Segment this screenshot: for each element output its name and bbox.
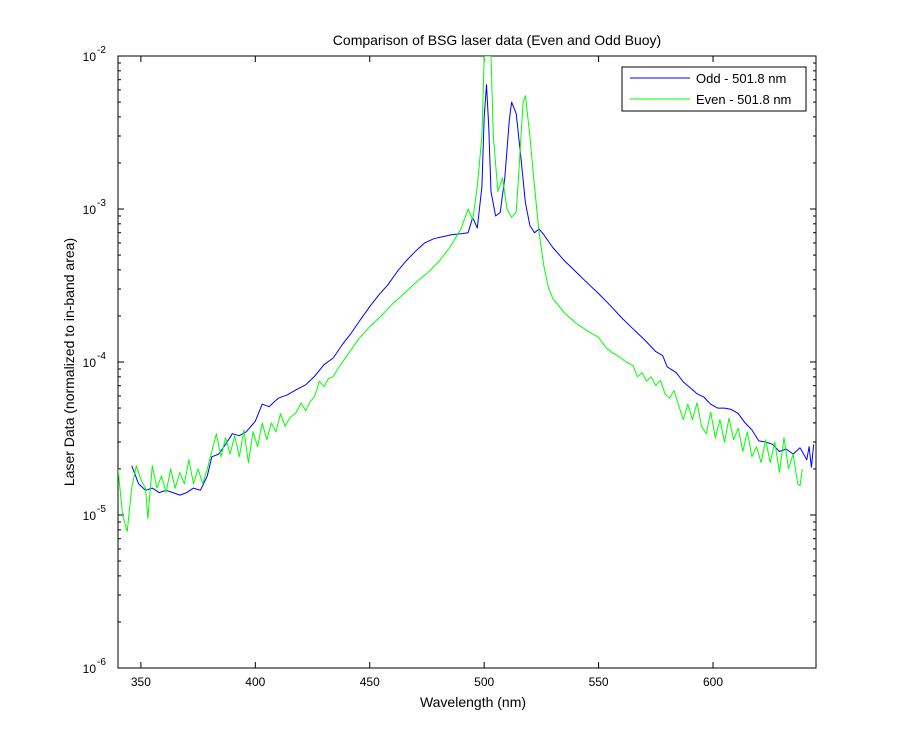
chart-title: Comparison of BSG laser data (Even and O…: [333, 32, 661, 48]
y-tick-label-exponent: -4: [97, 351, 106, 362]
y-tick-label-exponent: -3: [97, 198, 106, 209]
y-tick-label-base: 10: [83, 356, 97, 370]
y-tick-label-base: 10: [83, 662, 97, 676]
y-axis-label: Laser Data (normalized to in-band area): [61, 238, 77, 486]
y-tick-label-exponent: -2: [97, 45, 106, 56]
x-tick-label: 600: [703, 675, 723, 689]
x-tick-label: 550: [589, 675, 609, 689]
plot-area: [117, 55, 817, 669]
x-axis-label: Wavelength (nm): [420, 694, 526, 710]
series-line-odd: [131, 84, 815, 496]
x-tick-label: 350: [131, 675, 151, 689]
x-tick-label: 400: [245, 675, 265, 689]
legend: Odd - 501.8 nm Even - 501.8 nm: [621, 66, 807, 112]
legend-label-even: Even - 501.8 nm: [696, 92, 791, 107]
y-tick-label-exponent: -5: [97, 504, 106, 515]
y-tick-label-base: 10: [83, 50, 97, 64]
legend-box: [621, 66, 807, 112]
series-line-even: [118, 56, 803, 532]
series-layer: [118, 56, 815, 532]
x-tick-label: 500: [474, 675, 494, 689]
y-tick-label-base: 10: [83, 509, 97, 523]
x-tick-label: 450: [360, 675, 380, 689]
legend-label-odd: Odd - 501.8 nm: [696, 71, 786, 86]
y-tick-label-base: 10: [83, 203, 97, 217]
y-tick-label-exponent: -6: [97, 657, 106, 668]
